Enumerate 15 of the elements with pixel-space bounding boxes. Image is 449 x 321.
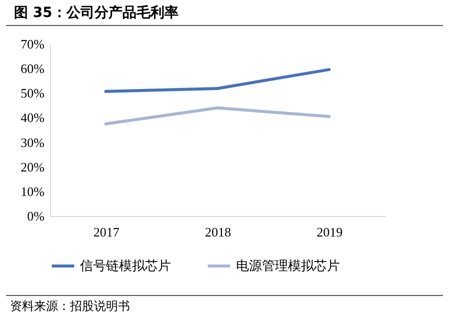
- x-tick-label: 2018: [205, 224, 231, 240]
- y-tick-label: 50%: [20, 86, 45, 101]
- y-tick-label: 0%: [27, 208, 45, 224]
- y-tick-label: 20%: [20, 159, 45, 174]
- y-tick-label: 70%: [20, 36, 45, 52]
- y-tick-label: 60%: [20, 61, 45, 76]
- y-tick-label: 30%: [20, 134, 45, 150]
- legend-label: 信号链模拟芯片: [80, 258, 171, 273]
- text: 资料来源：招股说明书: [6, 295, 443, 317]
- legend-label: 电源管理模拟芯片: [236, 258, 340, 273]
- y-tick-label: 40%: [20, 110, 45, 126]
- x-tick-label: 2017: [93, 224, 120, 240]
- chart-title: 图 35：公司分产品毛利率: [6, 0, 443, 26]
- x-tick-label: 2019: [316, 224, 343, 240]
- y-tick-label: 10%: [20, 184, 45, 199]
